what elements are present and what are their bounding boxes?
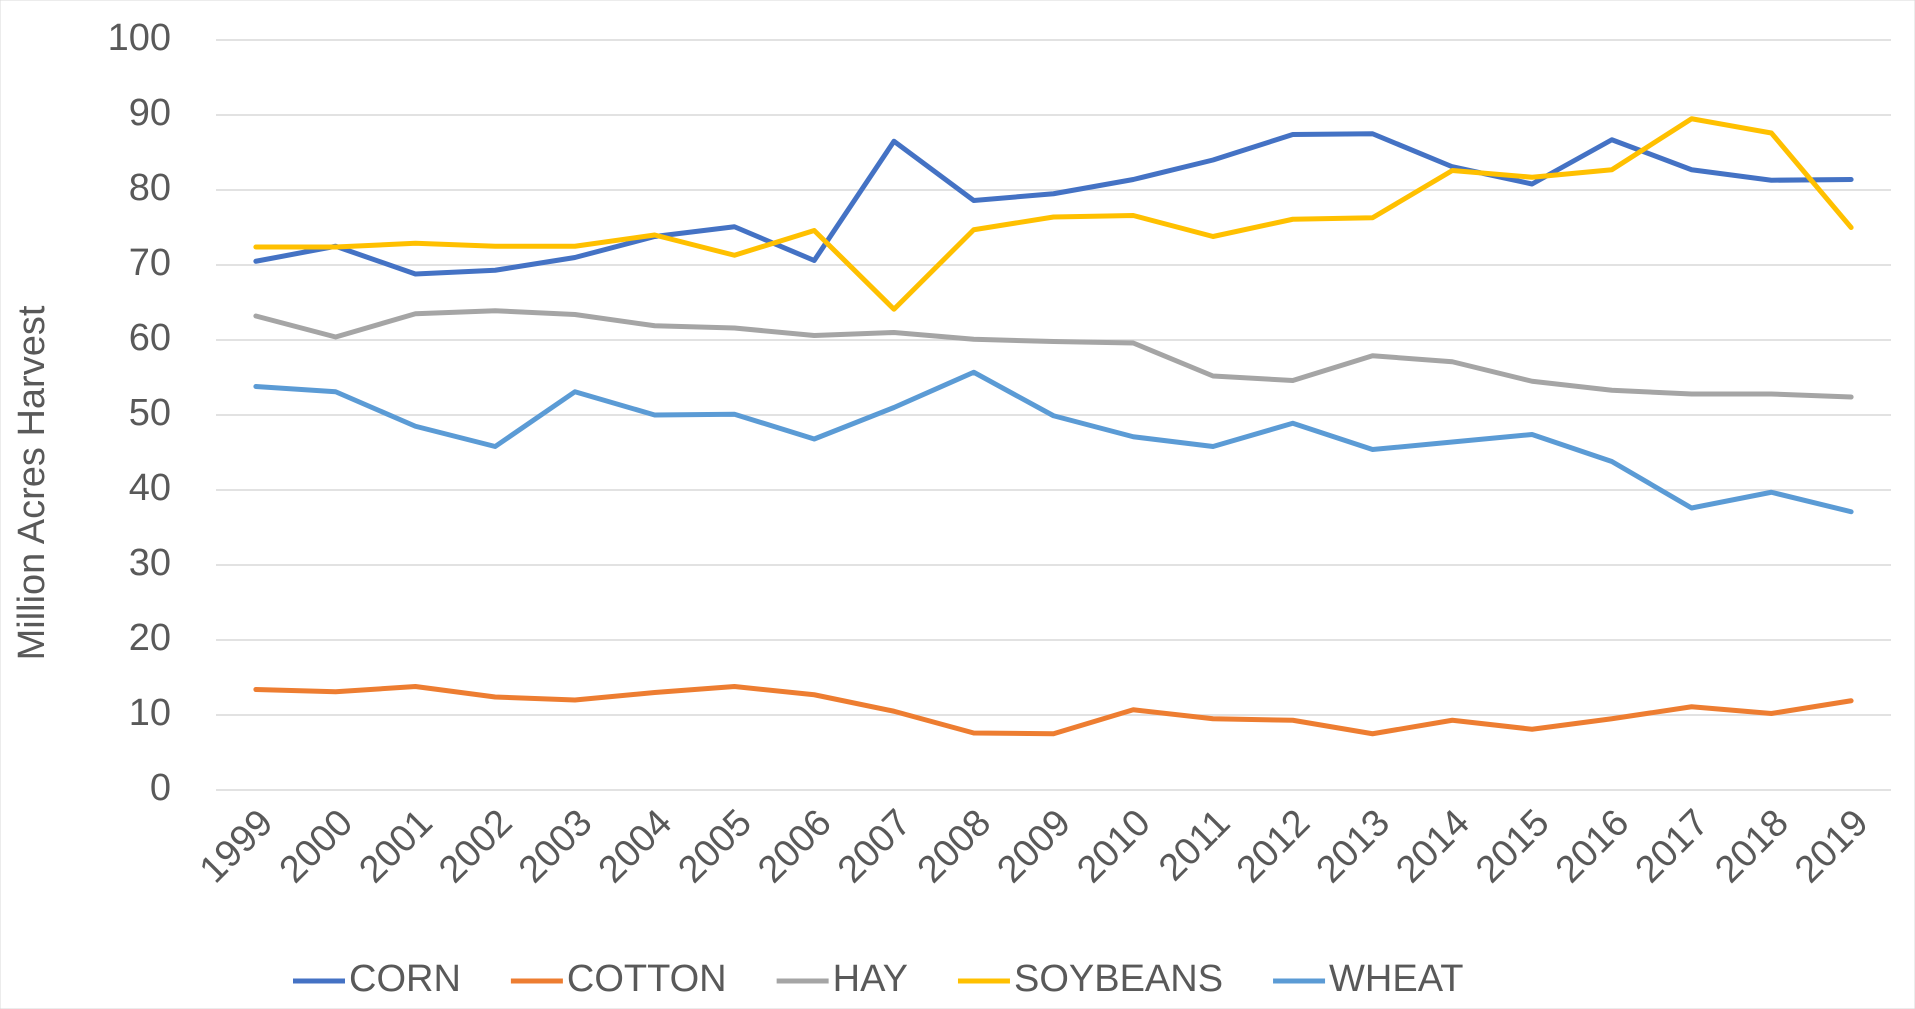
y-tick-label: 100 [108, 17, 171, 59]
y-axis-label: Million Acres Harvest [11, 305, 53, 660]
y-tick-label: 50 [129, 392, 171, 434]
y-tick-label: 40 [129, 467, 171, 509]
data-line [253, 131, 1854, 277]
y-tick-label: 70 [129, 242, 171, 284]
legend-label: HAY [833, 958, 908, 1000]
y-tick-label: 60 [129, 317, 171, 359]
y-tick-label: 90 [129, 92, 171, 134]
y-tick-label: 80 [129, 167, 171, 209]
data-line [253, 684, 1854, 737]
data-line [253, 308, 1854, 400]
legend-label: COTTON [567, 958, 727, 1000]
y-tick-label: 0 [150, 767, 171, 809]
data-line [253, 116, 1854, 312]
legend-label: CORN [349, 958, 461, 1000]
y-tick-label: 20 [129, 617, 171, 659]
legend-label: SOYBEANS [1014, 958, 1223, 1000]
data-line [253, 369, 1854, 515]
y-tick-label: 10 [129, 692, 171, 734]
legend-label: WHEAT [1329, 958, 1463, 1000]
y-tick-label: 30 [129, 542, 171, 584]
